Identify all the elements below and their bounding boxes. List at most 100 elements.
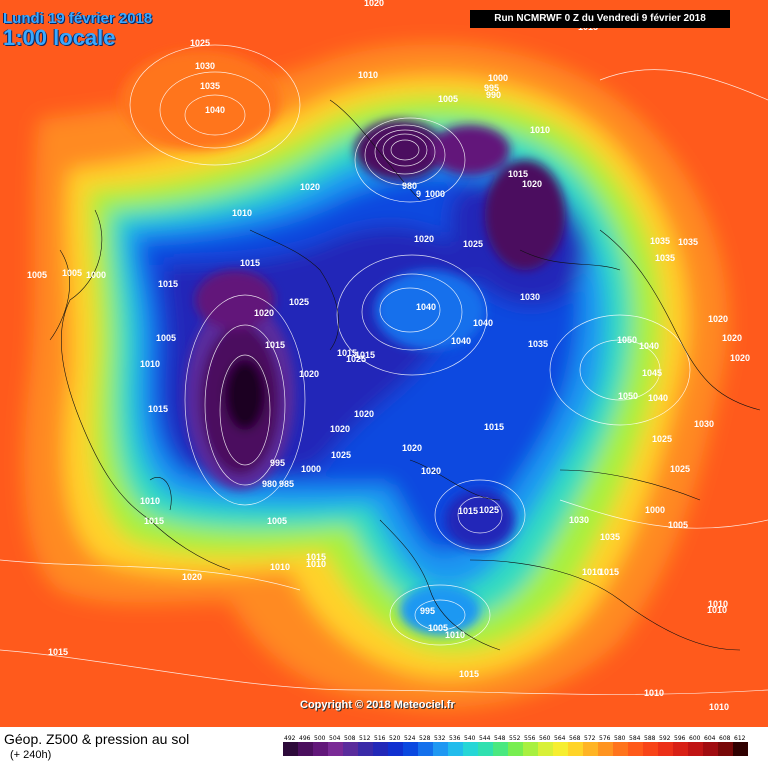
scale-swatch	[313, 742, 328, 756]
scale-swatch	[643, 742, 658, 756]
pressure-label: 1025	[289, 297, 309, 307]
pressure-label: 980	[262, 479, 277, 489]
pressure-label: 1025	[652, 434, 672, 444]
scale-swatch	[523, 742, 538, 756]
scale-swatch	[583, 742, 598, 756]
pressure-label: 1040	[473, 318, 493, 328]
pressure-label: 1015	[337, 348, 357, 358]
pressure-label: 1020	[730, 353, 750, 363]
pressure-label: 1020	[414, 234, 434, 244]
scale-swatch	[598, 742, 613, 756]
scale-swatch	[628, 742, 643, 756]
pressure-label: 1050	[618, 391, 638, 401]
pressure-label: 1040	[648, 393, 668, 403]
scale-swatch	[328, 742, 343, 756]
scale-tick: 512	[359, 735, 371, 742]
scale-swatch	[433, 742, 448, 756]
scale-tick: 580	[614, 735, 626, 742]
pressure-label: 1005	[438, 94, 458, 104]
pressure-label: 1010	[708, 599, 728, 609]
scale-swatch	[298, 742, 313, 756]
map-footer: Géop. Z500 & pression au sol (+ 240h) 49…	[0, 727, 768, 768]
isobars	[0, 44, 768, 695]
pressure-label: 1020	[522, 179, 542, 189]
scale-tick: 604	[704, 735, 716, 742]
pressure-label: 980	[402, 181, 417, 191]
pressure-label: 1025	[346, 354, 366, 364]
scale-swatch	[493, 742, 508, 756]
pressure-label: 1020	[300, 182, 320, 192]
pressure-label: 1040	[416, 302, 436, 312]
scale-swatch	[553, 742, 568, 756]
scale-tick: 492	[284, 735, 296, 742]
pressure-label: 1010	[358, 70, 378, 80]
pressure-label: 1030	[694, 419, 714, 429]
pressure-label: 1040	[639, 341, 659, 351]
copyright: Copyright © 2018 Meteociel.fr	[300, 699, 455, 711]
scale-swatch	[673, 742, 688, 756]
pressure-label: 1020	[354, 409, 374, 419]
scale-tick: 608	[719, 735, 731, 742]
pressure-label: 1000	[645, 505, 665, 515]
scale-tick: 588	[644, 735, 656, 742]
pressure-label: 1005	[428, 623, 448, 633]
scale-swatch	[448, 742, 463, 756]
scale-swatch	[658, 742, 673, 756]
pressure-label: 1015	[484, 422, 504, 432]
pressure-label: 1035	[655, 253, 675, 263]
run-info: Run NCMRWF 0 Z du Vendredi 9 février 201…	[470, 10, 730, 28]
pressure-label: 1030	[520, 292, 540, 302]
z500-field: 1020102510301035104010151010100099599010…	[0, 0, 768, 727]
scale-swatch	[508, 742, 523, 756]
pressure-label: 1000	[86, 270, 106, 280]
pressure-label: 9	[416, 189, 421, 199]
pressure-label: 995	[420, 606, 435, 616]
scale-tick: 564	[554, 735, 566, 742]
valid-date: Lundi 19 février 2018	[3, 10, 153, 27]
scale-swatch	[568, 742, 583, 756]
pressure-label: 1010	[140, 496, 160, 506]
scale-swatch	[718, 742, 733, 756]
pressure-label: 1025	[463, 239, 483, 249]
pressure-label: 1010	[306, 559, 326, 569]
pressure-label: 1010	[530, 125, 550, 135]
scale-swatch	[403, 742, 418, 756]
pressure-label: 1035	[678, 237, 698, 247]
pressure-label: 1015	[158, 279, 178, 289]
pressure-label: 1015	[458, 506, 478, 516]
coastlines	[49, 99, 761, 651]
scale-swatch	[688, 742, 703, 756]
pressure-label: 1005	[267, 516, 287, 526]
pressure-label: 1025	[331, 450, 351, 460]
scale-swatch	[478, 742, 493, 756]
scale-tick: 516	[374, 735, 386, 742]
valid-datetime: Lundi 19 février 2018 1:00 locale	[3, 10, 153, 50]
pressure-label: 985	[279, 479, 294, 489]
forecast-lead: (+ 240h)	[10, 749, 52, 761]
pressure-label: 995	[270, 458, 285, 468]
scale-swatch	[358, 742, 373, 756]
pressure-label: 1020	[299, 369, 319, 379]
scale-tick: 508	[344, 735, 356, 742]
pressure-label: 1000	[301, 464, 321, 474]
scale-tick: 504	[329, 735, 341, 742]
pressure-label: 995	[484, 83, 499, 93]
pressure-label: 1010	[707, 605, 727, 615]
scale-swatch	[613, 742, 628, 756]
pressure-label: 1030	[195, 61, 215, 71]
scale-swatch	[463, 742, 478, 756]
scale-tick: 500	[314, 735, 326, 742]
pressure-label: 1015	[306, 552, 326, 562]
pressure-label: 1015	[240, 258, 260, 268]
scale-tick: 520	[389, 735, 401, 742]
pressure-label: 1005	[27, 270, 47, 280]
pressure-label: 1010	[582, 567, 602, 577]
scale-tick: 556	[524, 735, 536, 742]
scale-swatch	[733, 742, 748, 756]
scale-tick: 524	[404, 735, 416, 742]
scale-swatch	[343, 742, 358, 756]
scale-swatch	[283, 742, 298, 756]
pressure-label: 1000	[488, 73, 508, 83]
pressure-label: 1010	[445, 630, 465, 640]
scale-swatch	[388, 742, 403, 756]
